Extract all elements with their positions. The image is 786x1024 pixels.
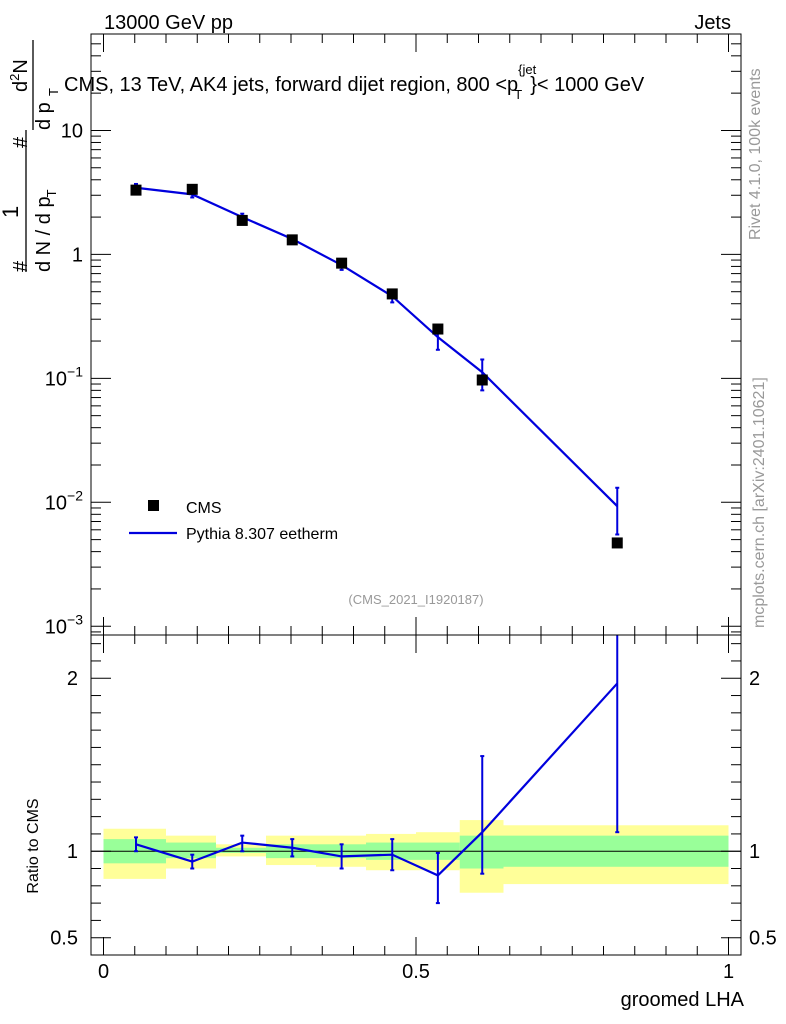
cms-data-point (236, 214, 248, 226)
cms-data-point (130, 184, 142, 196)
legend-marker-cms (148, 500, 159, 511)
cms-data-point (386, 288, 398, 300)
main-ytick-label: 10 (61, 120, 83, 142)
ylabel-denominator-2: d p (33, 102, 55, 130)
main-ytick-label: 1 (72, 244, 83, 266)
ylabel-sup-2: 2 (7, 74, 22, 81)
ratio-ytick-label-left: 1 (67, 841, 78, 863)
ratio-uncertainty-bands (103, 820, 729, 893)
ratio-inner-band (166, 842, 216, 859)
main-ytick-label: 10−1 (45, 363, 83, 390)
mcplots-label: mcplots.cern.ch [arXiv:2401.10621] (751, 377, 768, 628)
main-axis-ticks (91, 33, 741, 635)
ylabel-sub-t-1: T (44, 189, 59, 197)
cms-data-point (611, 537, 623, 549)
ratio-ytick-label-right: 1 (749, 841, 760, 863)
title-subscript: T (514, 87, 522, 102)
ylabel-hash-1: # (10, 260, 32, 272)
cms-data-point (432, 323, 444, 335)
ylabel-sub-t-2: T (46, 88, 61, 96)
xtick-labels: 0 0.5 1 (98, 961, 734, 983)
analysis-id: (CMS_2021_I1920187) (348, 592, 483, 607)
ratio-ytick-label-right: 0.5 (749, 928, 777, 950)
ylabel-hash-2: # (10, 136, 32, 148)
series-line-pythia (135, 186, 619, 507)
title-superscript: {jet (518, 62, 536, 77)
legend: CMS Pythia 8.307 eetherm (129, 500, 338, 543)
ratio-ytick-label-left: 0.5 (50, 928, 78, 950)
ratio-error-bars (134, 635, 620, 905)
title-text-after: }< 1000 GeV (530, 74, 645, 96)
main-ytick-label: 10−2 (45, 487, 83, 514)
ylabel-denominator-1: d N / d pT (33, 189, 59, 272)
main-ytick-label: 10−3 (45, 611, 83, 638)
xtick-label: 0.5 (402, 961, 430, 983)
cms-data-point (476, 374, 488, 386)
ratio-ytick-label-right: 2 (749, 668, 760, 690)
title-text-before: CMS, 13 TeV, AK4 jets, forward dijet reg… (64, 74, 518, 96)
ratio-ytick-label-left: 2 (67, 668, 78, 690)
main-ytick-labels: 10 1 10−1 10−2 10−3 (45, 120, 83, 638)
ratio-axis-ticks (91, 635, 741, 956)
ratio-series-line (135, 682, 619, 877)
cms-data-point (286, 234, 298, 246)
main-ylabel: # 1 d N / d pT # d2N d p T (0, 40, 61, 272)
cms-data-point (186, 183, 198, 195)
main-error-bars (134, 182, 620, 536)
cms-data-point (336, 257, 348, 269)
ratio-ytick-labels: 0.5 0.5 1 1 2 2 (50, 668, 777, 949)
ratio-ylabel: Ratio to CMS (25, 798, 42, 893)
rivet-label: Rivet 4.1.0, 100k events (747, 68, 764, 240)
ylabel-d2n: d2N (7, 59, 32, 92)
series-markers-cms (130, 183, 623, 549)
xtick-label: 1 (723, 961, 734, 983)
energy-label: 13000 GeV pp (104, 12, 233, 34)
legend-label-cms: CMS (186, 500, 222, 517)
xtick-label: 0 (98, 961, 109, 983)
ylabel-numerator-one: 1 (0, 206, 23, 218)
main-panel-frame (90, 33, 742, 636)
xlabel: groomed LHA (621, 989, 745, 1011)
ratio-panel-frame (90, 634, 742, 956)
legend-label-pythia: Pythia 8.307 eetherm (186, 526, 338, 543)
plot-title: CMS, 13 TeV, AK4 jets, forward dijet reg… (64, 62, 645, 102)
category-label: Jets (694, 12, 731, 34)
